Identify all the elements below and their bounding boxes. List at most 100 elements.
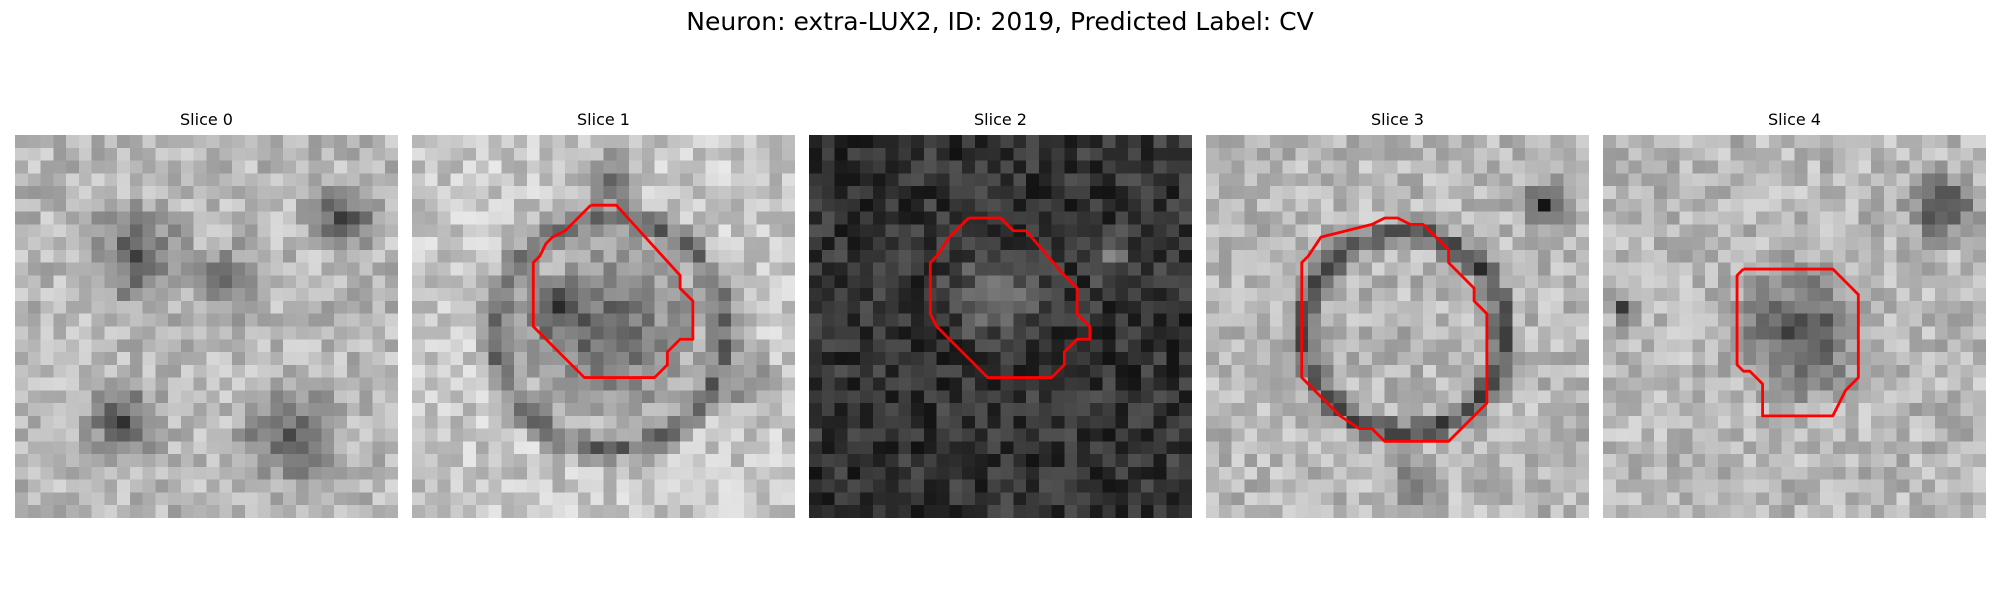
pixel (180, 415, 194, 429)
pixel (1435, 505, 1449, 518)
pixel (1654, 186, 1668, 200)
pixel (1320, 415, 1334, 429)
pixel (450, 211, 464, 225)
pixel (437, 454, 451, 468)
pixel (1909, 505, 1923, 518)
pixel (1359, 173, 1373, 187)
pixel (450, 300, 464, 314)
pixel (27, 135, 41, 149)
pixel (1257, 326, 1271, 340)
pixel (872, 441, 886, 455)
pixel (1641, 377, 1655, 391)
pixel (1333, 339, 1347, 353)
pixel (1423, 326, 1437, 340)
pixel (1973, 441, 1986, 455)
pixel (1257, 415, 1271, 429)
pixel (1244, 339, 1258, 353)
pixel (1628, 441, 1642, 455)
pixel (1320, 505, 1334, 518)
pixel (1768, 288, 1782, 302)
pixel (168, 390, 182, 404)
pixel (155, 415, 169, 429)
pixel (1743, 390, 1757, 404)
pixel (1922, 505, 1936, 518)
pixel (1051, 390, 1065, 404)
pixel (424, 262, 438, 276)
pixel (1359, 428, 1373, 442)
pixel (731, 237, 745, 251)
pixel (1692, 198, 1706, 212)
pixel (1563, 454, 1577, 468)
pixel (40, 326, 54, 340)
pixel (821, 492, 835, 506)
pixel (437, 326, 451, 340)
pixel (117, 275, 131, 289)
pixel (731, 147, 745, 161)
pixel (206, 186, 220, 200)
pixel (437, 492, 451, 506)
pixel (1423, 262, 1437, 276)
pixel (590, 262, 604, 276)
pixel (629, 415, 643, 429)
pixel (27, 275, 41, 289)
pixel (1525, 275, 1539, 289)
pixel (180, 211, 194, 225)
pixel (1960, 505, 1974, 518)
pixel (1934, 403, 1948, 417)
pixel (1820, 275, 1834, 289)
pixel (1692, 466, 1706, 480)
pixel (860, 249, 874, 263)
pixel (1333, 390, 1347, 404)
pixel (821, 313, 835, 327)
pixel (526, 479, 540, 493)
pixel (232, 352, 246, 366)
pixel (1486, 441, 1500, 455)
pixel (641, 198, 655, 212)
pixel (718, 135, 732, 149)
pixel (1410, 390, 1424, 404)
pixel (1666, 403, 1680, 417)
pixel (142, 505, 156, 518)
pixel (1603, 275, 1617, 289)
pixel (885, 479, 899, 493)
pixel (1384, 428, 1398, 442)
pixel (270, 479, 284, 493)
pixel (692, 479, 706, 493)
pixel (1140, 454, 1154, 468)
pixel (1705, 492, 1719, 506)
pixel (872, 466, 886, 480)
pixel (27, 403, 41, 417)
pixel (1308, 415, 1322, 429)
pixel (1654, 364, 1668, 378)
pixel (1781, 173, 1795, 187)
pixel (1153, 403, 1167, 417)
pixel (1218, 224, 1232, 238)
pixel (1525, 441, 1539, 455)
pixel (1654, 466, 1668, 480)
pixel (1973, 211, 1986, 225)
pixel (1166, 237, 1180, 251)
pixel (193, 479, 207, 493)
pixel (590, 441, 604, 455)
pixel (1218, 466, 1232, 480)
pixel (424, 313, 438, 327)
pixel (1064, 364, 1078, 378)
pixel (769, 479, 783, 493)
pixel (1410, 211, 1424, 225)
pixel (359, 237, 373, 251)
pixel (1628, 160, 1642, 174)
pixel (372, 377, 386, 391)
pixel (1871, 173, 1885, 187)
pixel (756, 377, 770, 391)
pixel (1140, 352, 1154, 366)
pixel (1909, 364, 1923, 378)
pixel (1218, 415, 1232, 429)
pixel (475, 224, 489, 238)
pixel (1128, 249, 1142, 263)
pixel (1153, 441, 1167, 455)
pixel (1537, 352, 1551, 366)
pixel (860, 403, 874, 417)
pixel (654, 377, 668, 391)
pixel (219, 377, 233, 391)
pixel (705, 262, 719, 276)
